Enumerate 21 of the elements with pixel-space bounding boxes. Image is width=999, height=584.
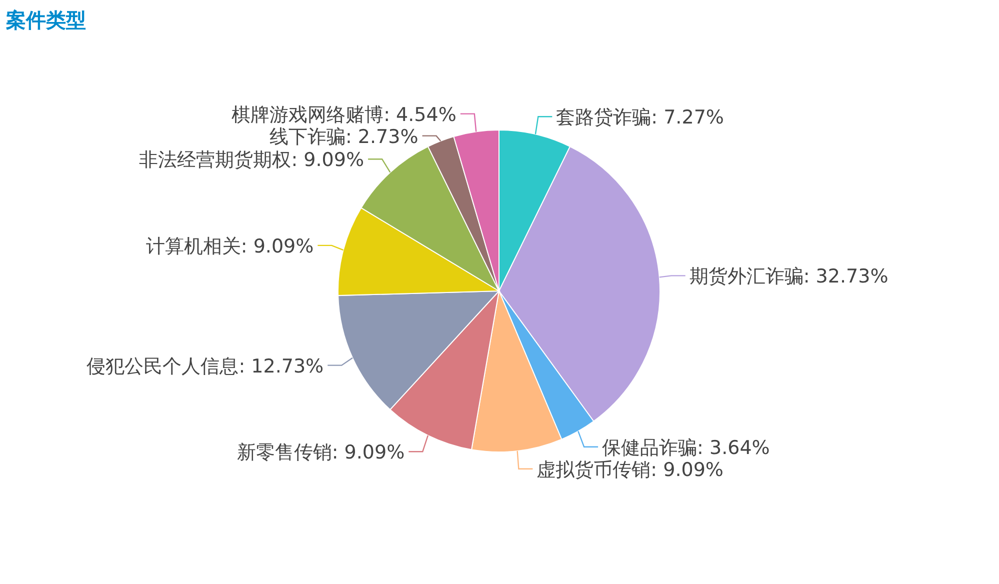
slice-label: 套路贷诈骗 bbox=[556, 106, 652, 129]
value: : 4.54% bbox=[384, 104, 456, 126]
value: : 3.64% bbox=[697, 436, 770, 459]
value: : 12.73% bbox=[238, 355, 324, 378]
value: : 9.09% bbox=[650, 458, 724, 481]
value: : 9.09% bbox=[291, 149, 364, 172]
slice-label: 线下诈骗 bbox=[269, 126, 346, 148]
slice-label: 棋牌游戏网络赌博 bbox=[232, 104, 384, 126]
chart-title: 案件类型 bbox=[5, 8, 86, 32]
slice-label: 新零售传销 bbox=[236, 442, 332, 464]
slice-label: 虚拟货币传销 bbox=[536, 458, 651, 481]
slice-label: 保健品诈骗 bbox=[602, 436, 698, 459]
value: : 7.27% bbox=[651, 106, 724, 129]
slice-label: 期货外汇诈骗 bbox=[689, 266, 804, 288]
value: : 9.09% bbox=[332, 442, 405, 464]
slice-label: 非法经营期货期权 bbox=[139, 149, 292, 172]
slice-label: 侵犯公民个人信息 bbox=[86, 355, 239, 378]
slice-label: 计算机相关 bbox=[146, 235, 241, 258]
value: : 2.73% bbox=[345, 126, 418, 148]
value: : 9.09% bbox=[240, 235, 314, 258]
value: : 32.73% bbox=[803, 266, 888, 288]
